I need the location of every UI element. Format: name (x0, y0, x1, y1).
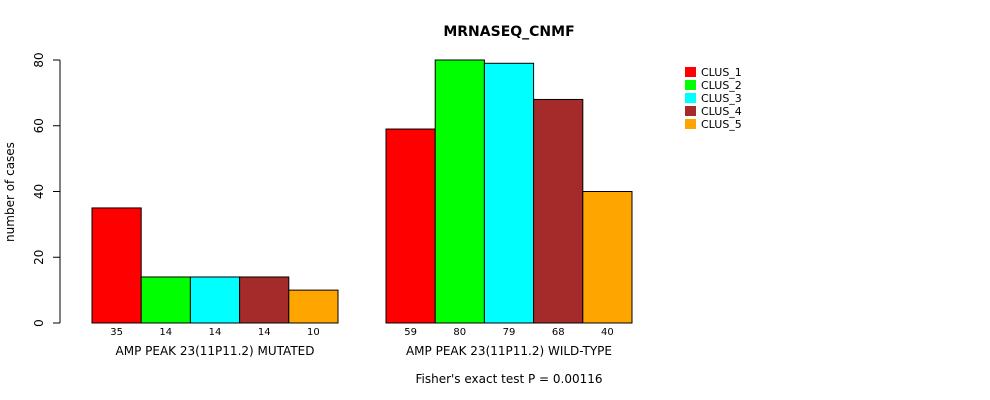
bar-clus-2-group-1 (140, 276, 191, 324)
legend-label: CLUS_2 (701, 79, 742, 92)
bar-value-label: 80 (453, 327, 466, 338)
legend-swatch (685, 80, 696, 90)
y-tick-label: 60 (32, 118, 46, 133)
legend-label: CLUS_5 (701, 118, 742, 131)
group-label: AMP PEAK 23(11P11.2) WILD-TYPE (406, 344, 612, 358)
y-tick-label: 20 (32, 250, 46, 265)
group-labels: AMP PEAK 23(11P11.2) MUTATED AMP PEAK 23(… (116, 344, 613, 358)
bars (91, 59, 633, 324)
bar-clus-3-group-2 (483, 62, 535, 324)
bar-value-label: 14 (159, 327, 172, 338)
legend-swatch (685, 106, 696, 116)
y-tick-label: 80 (32, 52, 46, 67)
bar-value-label: 40 (601, 327, 614, 338)
bar-clus-5-group-1 (288, 289, 339, 324)
legend-swatch (685, 119, 696, 129)
y-tick-label: 0 (32, 319, 46, 327)
legend-label: CLUS_3 (701, 92, 742, 105)
group-label: AMP PEAK 23(11P11.2) MUTATED (116, 344, 315, 358)
bar-value-label: 14 (258, 327, 271, 338)
bar-value-label: 14 (209, 327, 222, 338)
legend-label: CLUS_1 (701, 66, 742, 79)
bar-value-label: 10 (307, 327, 320, 338)
chart-title: MRNASEQ_CNMF (443, 24, 574, 40)
y-axis-label: number of cases (3, 142, 17, 242)
bar-value-label: 59 (404, 327, 417, 338)
data-labels: 35 14 14 14 10 59 80 79 68 40 (110, 327, 614, 338)
bar-clus-3-group-1 (189, 276, 241, 324)
legend-swatch (685, 67, 696, 77)
bar-clus-4-group-1 (239, 276, 290, 324)
y-axis: 0 20 40 60 80 (32, 52, 61, 327)
bar-clus-1-group-2 (385, 128, 436, 324)
y-tick-label: 40 (32, 184, 46, 199)
bar-clus-4-group-2 (533, 98, 584, 324)
bar-value-label: 79 (503, 327, 516, 338)
fisher-test-annotation: Fisher's exact test P = 0.00116 (415, 372, 602, 386)
bar-clus-1-group-1 (91, 207, 142, 324)
legend-label: CLUS_4 (701, 105, 742, 118)
bar-clus-2-group-2 (434, 59, 485, 324)
bar-value-label: 35 (110, 327, 123, 338)
legend-swatch (685, 93, 696, 103)
bar-value-label: 68 (552, 327, 565, 338)
bar-clus-5-group-2 (582, 191, 633, 324)
